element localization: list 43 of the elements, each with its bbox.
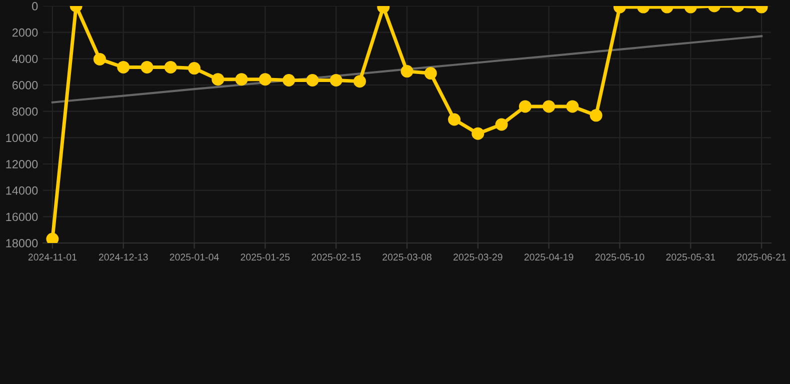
y-tick-label: 0: [32, 2, 38, 10]
point: [590, 109, 602, 122]
point: [400, 65, 414, 78]
y-tick-label: 2000: [12, 28, 38, 37]
x-tick-label: 2024-11-01: [28, 254, 76, 261]
x-tick-label: 2025-03-29: [454, 254, 502, 261]
y-tick-label: 18000: [6, 239, 38, 248]
point: [424, 67, 437, 80]
line-series: [51, 35, 763, 104]
point: [212, 73, 224, 86]
y-tick-label: 4000: [12, 54, 38, 64]
point: [164, 60, 177, 74]
x-tick-label: 2025-05-31: [666, 254, 716, 261]
x-tick-label: 2025-06-21: [737, 254, 786, 261]
y-tick-label: 16000: [6, 212, 38, 222]
x-tick-label: 2025-01-25: [240, 254, 290, 261]
y-tick-label: 10000: [6, 134, 38, 142]
point: [188, 62, 201, 75]
point: [140, 60, 154, 74]
point: [448, 113, 461, 126]
point: [472, 127, 484, 140]
point: [117, 60, 130, 74]
point: [282, 74, 296, 87]
y-tick-label: 8000: [12, 107, 38, 116]
x-tick-label: 2024-12-13: [98, 254, 148, 261]
x-tick-label: 2025-01-04: [170, 254, 219, 261]
point: [353, 75, 366, 88]
point: [495, 118, 508, 131]
point: [518, 100, 532, 113]
point: [330, 74, 342, 87]
y-tick-label: 12000: [6, 160, 38, 168]
point: [235, 73, 248, 86]
x-tick-label: 2025-03-08: [382, 254, 432, 261]
y-tick-label: 6000: [12, 81, 38, 90]
point: [542, 100, 556, 113]
point: [306, 74, 319, 87]
y-tick-label: 14000: [6, 186, 38, 195]
point: [566, 100, 579, 113]
point: [93, 52, 106, 66]
x-tick-label: 2025-04-19: [524, 254, 574, 261]
x-tick-label: 2025-05-10: [595, 254, 644, 261]
x-tick-label: 2025-02-15: [312, 254, 361, 261]
point: [258, 73, 272, 86]
